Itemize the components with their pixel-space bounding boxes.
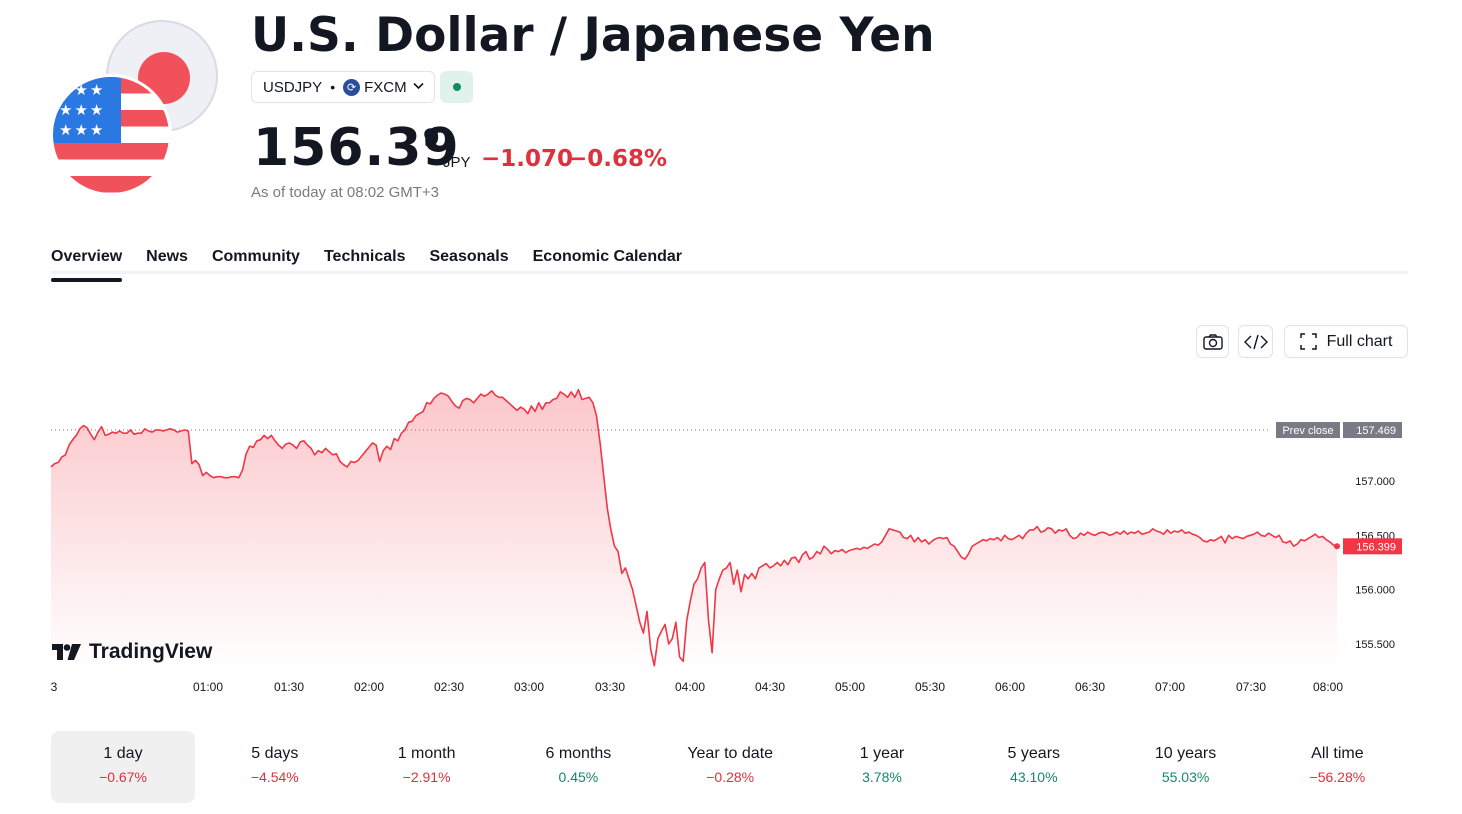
period-label: 1 year xyxy=(859,745,905,762)
period-button-5-years[interactable]: 5 years 43.10% xyxy=(962,731,1106,803)
period-button-year-to-date[interactable]: Year to date −0.28% xyxy=(658,731,802,803)
market-open-dot-icon xyxy=(452,83,461,91)
prev-close-value: 157.469 xyxy=(1356,425,1396,437)
full-chart-button[interactable]: Full chart xyxy=(1284,325,1408,358)
x-tick-label: 05:00 xyxy=(835,680,865,694)
x-tick-label: 04:30 xyxy=(755,680,785,694)
x-tick-label: 07:00 xyxy=(1155,680,1185,694)
x-tick-label: 07:30 xyxy=(1236,680,1266,694)
price-currency: JPY xyxy=(443,154,471,171)
period-label: 1 month xyxy=(397,745,456,762)
as-of-timestamp: As of today at 08:02 GMT+3 xyxy=(251,184,440,201)
embed-code-button[interactable] xyxy=(1238,325,1273,358)
period-button-1-year[interactable]: 1 year 3.78% xyxy=(810,731,954,803)
snapshot-button[interactable] xyxy=(1196,325,1229,358)
tab-community[interactable]: Community xyxy=(211,248,300,265)
period-label: 1 day xyxy=(103,745,143,762)
fullscreen-icon xyxy=(1299,333,1317,350)
x-tick-label: 01:30 xyxy=(274,680,304,694)
last-price-dot xyxy=(1334,543,1340,550)
price-change: −1.070 xyxy=(481,146,574,172)
period-change-value: −0.28% xyxy=(706,769,755,785)
x-tick-label: 01:00 xyxy=(193,680,223,694)
prev-close-tag: Prev close xyxy=(1282,425,1333,437)
period-change-value: 3.78% xyxy=(862,769,902,785)
period-button-1-month[interactable]: 1 month −2.91% xyxy=(355,731,499,803)
period-change-value: 55.03% xyxy=(1161,769,1210,785)
period-selector: 1 day −0.67% 5 days −4.54% 1 month −2.91% 6 mo… xyxy=(51,731,1417,803)
market-status-badge[interactable] xyxy=(440,71,473,103)
x-tick-label: 06:00 xyxy=(995,680,1025,694)
symbol-exchange-selector[interactable]: USDJPY • ⟳ FXCM xyxy=(251,71,435,103)
period-label: All time xyxy=(1311,745,1364,762)
period-change-value: −0.67% xyxy=(99,769,147,785)
period-button-all-time[interactable]: All time −56.28% xyxy=(1265,731,1409,803)
period-label: 5 days xyxy=(251,745,299,762)
full-chart-label: Full chart xyxy=(1326,332,1393,350)
tradingview-logo[interactable]: TradingView xyxy=(52,640,212,664)
price-change-percent: −0.68% xyxy=(568,146,668,172)
price-line xyxy=(50,388,1338,667)
price-last-digit: 9 xyxy=(423,124,440,152)
period-button-5-days[interactable]: 5 days −4.54% xyxy=(203,731,347,803)
tab-seasonals[interactable]: Seasonals xyxy=(429,248,509,265)
tab-news[interactable]: News xyxy=(146,248,188,265)
us-flag-icon: ★★★ ★★★ ★★★ xyxy=(50,74,172,196)
period-label: 5 years xyxy=(1007,745,1061,762)
tabs-divider xyxy=(51,271,1408,274)
logo-text: TradingView xyxy=(89,640,213,663)
tab-economic-calendar[interactable]: Economic Calendar xyxy=(532,248,682,265)
x-tick-label: 03:00 xyxy=(514,680,544,694)
currency-pair-flags: ★★★ ★★★ ★★★ xyxy=(50,20,220,196)
code-icon xyxy=(1243,334,1268,349)
period-label: 6 months xyxy=(545,745,612,762)
period-change-value: 43.10% xyxy=(1010,769,1058,785)
period-button-10-years[interactable]: 10 years 55.03% xyxy=(1114,731,1258,803)
period-button-1-day[interactable]: 1 day −0.67% xyxy=(51,731,195,803)
x-tick-label: 06:30 xyxy=(1075,680,1105,694)
camera-icon xyxy=(1202,333,1223,350)
period-change-value: −4.54% xyxy=(250,769,299,785)
fxcm-logo-icon: ⟳ xyxy=(343,78,361,96)
prev-close-tag-bg xyxy=(1276,422,1340,439)
price-area xyxy=(51,389,1337,670)
last-price: 156.39 xyxy=(253,118,460,178)
y-tick-label: 155.500 xyxy=(1355,639,1395,651)
tab-technicals[interactable]: Technicals xyxy=(323,248,406,265)
period-change-value: −2.91% xyxy=(402,769,451,785)
last-value-tag: 156.399 xyxy=(1356,541,1396,553)
x-tick-label: 05:30 xyxy=(915,680,945,694)
separator: • xyxy=(330,79,336,95)
exchange-label: FXCM xyxy=(364,78,407,96)
period-label: Year to date xyxy=(687,745,774,762)
period-change-value: −56.28% xyxy=(1309,769,1366,785)
x-tick-label: 03:30 xyxy=(595,680,625,694)
period-label: 10 years xyxy=(1154,745,1217,762)
period-change-value: 0.45% xyxy=(558,769,599,785)
x-tick-label: 02:30 xyxy=(434,680,464,694)
period-button-6-months[interactable]: 6 months 0.45% xyxy=(506,731,650,803)
chevron-down-icon xyxy=(413,81,424,93)
tab-overview[interactable]: Overview xyxy=(51,244,123,282)
last-value-tag-bg xyxy=(1343,538,1402,555)
prev-close-value-bg xyxy=(1343,422,1402,439)
x-tick-label: 04:00 xyxy=(675,680,705,694)
x-tick-label: 08:00 xyxy=(1313,680,1343,694)
tradingview-logo-icon xyxy=(52,644,81,660)
symbol-label: USDJPY xyxy=(263,78,323,96)
page-title: U.S. Dollar / Japanese Yen xyxy=(251,8,935,63)
section-tabs: Overview News Community Technicals Seaso… xyxy=(51,244,706,282)
y-tick-label: 157.000 xyxy=(1355,476,1395,488)
x-tick-label: 02:00 xyxy=(354,680,384,694)
x-tick-label: 3 xyxy=(51,680,58,694)
y-tick-label: 156.000 xyxy=(1355,585,1395,597)
